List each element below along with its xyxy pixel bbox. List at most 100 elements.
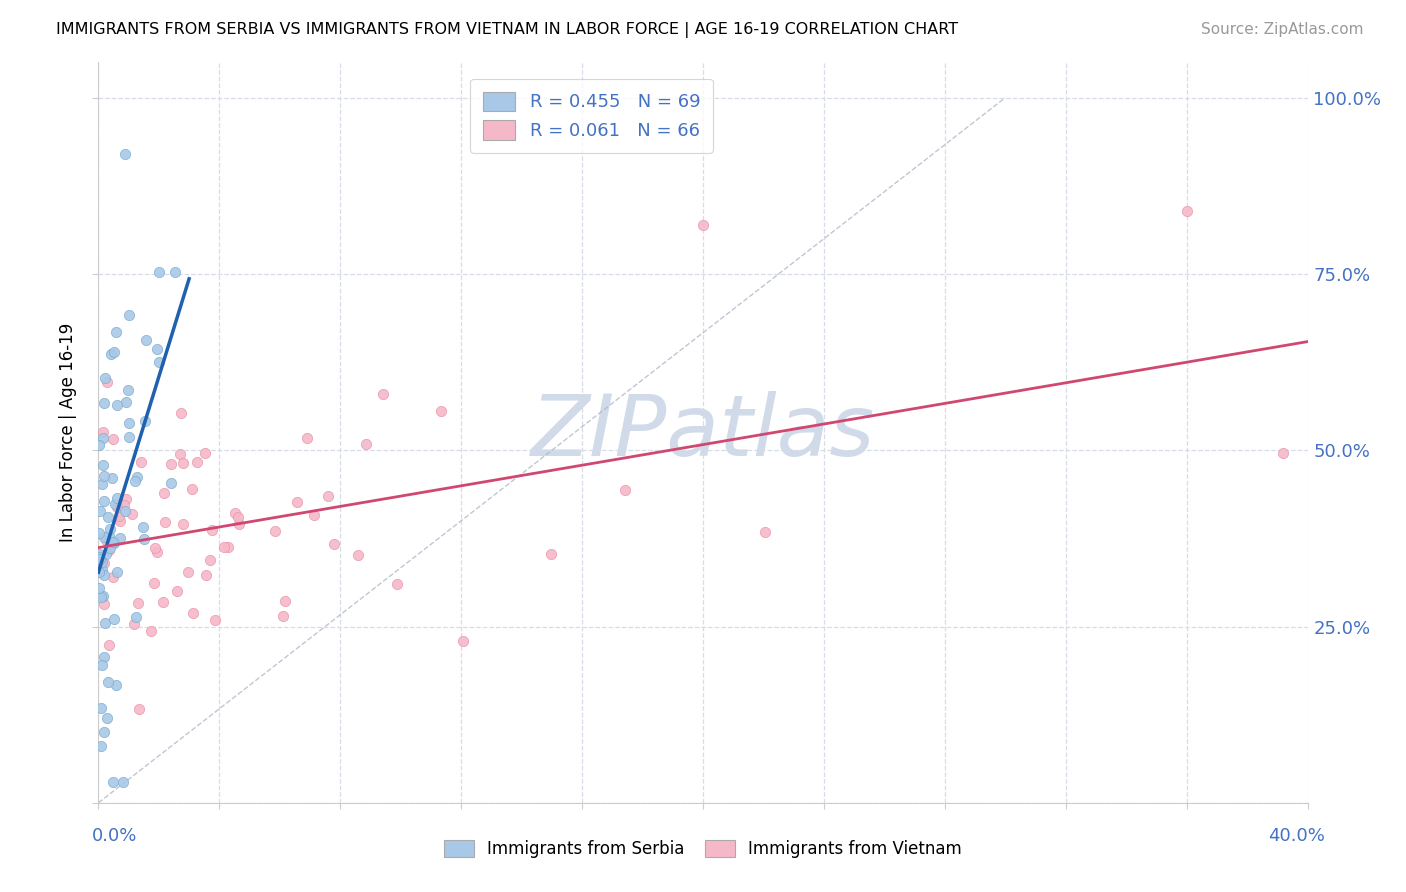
Point <box>90 477 112 491</box>
Point <box>110 531 132 545</box>
Point <box>115 491 138 506</box>
Text: Source: ZipAtlas.com: Source: ZipAtlas.com <box>1201 22 1364 37</box>
Point <box>101 534 124 549</box>
Point <box>114 504 136 518</box>
Text: 40.0%: 40.0% <box>1268 827 1324 845</box>
Point <box>93 396 115 410</box>
Point <box>451 634 474 648</box>
Point <box>217 540 239 554</box>
Point <box>198 553 221 567</box>
Point <box>94 371 117 385</box>
Point <box>224 506 246 520</box>
Point <box>316 489 339 503</box>
Point <box>212 540 235 554</box>
Point <box>323 537 346 551</box>
Y-axis label: In Labor Force | Age 16-19: In Labor Force | Age 16-19 <box>59 323 77 542</box>
Point <box>93 493 115 508</box>
Point <box>100 536 122 550</box>
Point <box>89 504 111 518</box>
Point <box>172 456 194 470</box>
Point <box>90 700 112 714</box>
Point <box>134 414 156 428</box>
Point <box>177 565 200 579</box>
Point <box>90 657 112 672</box>
Point <box>94 547 117 561</box>
Point <box>385 577 408 591</box>
Point <box>89 566 111 580</box>
Point <box>181 482 204 496</box>
Point <box>152 595 174 609</box>
Point <box>97 542 120 557</box>
Point <box>89 551 111 566</box>
Point <box>118 430 141 444</box>
Point <box>105 500 128 514</box>
Point <box>93 556 115 570</box>
Point <box>160 457 183 471</box>
Point <box>264 524 287 538</box>
Point <box>169 406 191 420</box>
Point <box>194 446 217 460</box>
Point <box>540 547 562 561</box>
Point <box>89 525 111 540</box>
Point <box>94 615 117 630</box>
Point <box>108 514 131 528</box>
Point <box>103 612 125 626</box>
Point <box>100 523 122 537</box>
Point <box>96 376 118 390</box>
Point <box>97 674 120 689</box>
Point <box>128 702 150 716</box>
Point <box>148 265 170 279</box>
Point <box>91 458 114 472</box>
Point <box>91 563 114 577</box>
Point <box>122 616 145 631</box>
Point <box>346 548 368 562</box>
Point <box>91 589 114 603</box>
Point <box>153 486 176 500</box>
Point <box>100 346 122 360</box>
Point <box>228 517 250 532</box>
Point <box>94 533 117 547</box>
Point <box>135 333 157 347</box>
Point <box>354 437 377 451</box>
Point <box>201 523 224 537</box>
Point <box>111 774 134 789</box>
Point <box>93 650 115 665</box>
Point <box>159 476 181 491</box>
Text: 0.0%: 0.0% <box>91 827 136 845</box>
Point <box>297 431 319 445</box>
Point <box>118 416 141 430</box>
Point <box>89 437 111 451</box>
Point <box>105 325 128 339</box>
Point <box>105 491 128 505</box>
Point <box>148 354 170 368</box>
Point <box>93 597 115 611</box>
Point <box>371 387 394 401</box>
Point <box>103 432 125 446</box>
Point <box>204 614 226 628</box>
Point <box>692 218 714 232</box>
Point <box>98 541 121 555</box>
Point <box>1272 445 1295 459</box>
Point <box>165 265 187 279</box>
Point <box>115 394 138 409</box>
Point <box>101 774 124 789</box>
Point <box>112 499 135 513</box>
Point <box>273 608 295 623</box>
Point <box>143 541 166 556</box>
Point <box>104 678 127 692</box>
Legend: Immigrants from Serbia, Immigrants from Vietnam: Immigrants from Serbia, Immigrants from … <box>437 833 969 865</box>
Point <box>302 508 325 523</box>
Point <box>105 565 128 579</box>
Point <box>186 455 208 469</box>
Point <box>91 431 114 445</box>
Point <box>285 495 308 509</box>
Point <box>146 343 169 357</box>
Point <box>125 469 148 483</box>
Point <box>98 529 121 543</box>
Point <box>117 383 139 397</box>
Point <box>93 530 115 544</box>
Point <box>103 570 125 584</box>
Point <box>114 147 136 161</box>
Point <box>89 581 111 595</box>
Text: ZIPatlas: ZIPatlas <box>531 391 875 475</box>
